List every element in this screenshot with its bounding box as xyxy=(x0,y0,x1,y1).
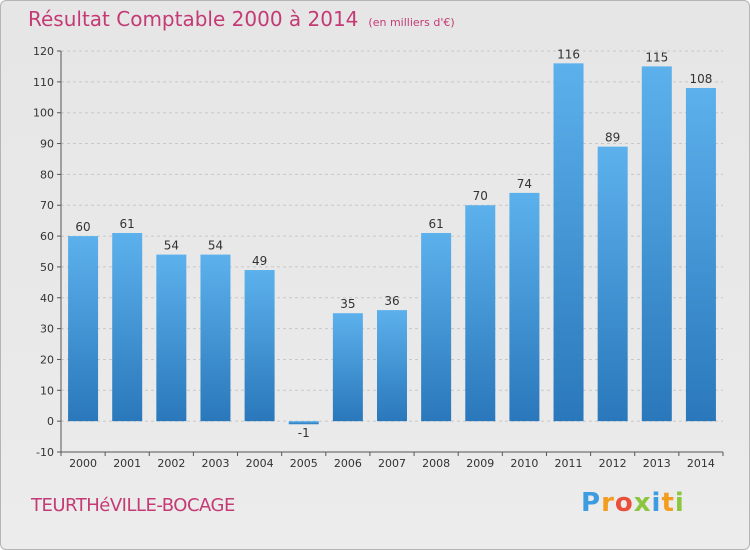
bar-2014 xyxy=(685,88,716,422)
bar-2010 xyxy=(509,192,540,422)
y-tick-label: -10 xyxy=(36,446,54,459)
x-tick-label-2005: 2005 xyxy=(290,457,318,470)
x-tick-label-2013: 2013 xyxy=(643,457,671,470)
bar-2001 xyxy=(112,232,143,422)
value-label-2004: 49 xyxy=(252,254,267,268)
logo-letter: P xyxy=(581,488,602,518)
value-label-2003: 54 xyxy=(208,239,223,253)
x-tick-label-2014: 2014 xyxy=(687,457,715,470)
bar-2007 xyxy=(377,310,407,422)
bar-value-labels: 60 61 54 54 49 -1 35 36 61 70 74 116 89 115 108 xyxy=(75,47,712,440)
x-tick-label-2008: 2008 xyxy=(422,457,450,470)
value-label-2011: 116 xyxy=(557,47,580,61)
y-tick-label: 120 xyxy=(33,45,54,58)
bar-2011 xyxy=(553,63,584,422)
value-label-2002: 54 xyxy=(164,239,179,253)
bar-2008 xyxy=(421,232,452,422)
y-tick-label: 30 xyxy=(40,323,54,336)
x-axis-ticks: 2000 2001 2002 2003 2004 2005 2006 2007 2008 2009… xyxy=(60,452,724,470)
x-tick-label-2004: 2004 xyxy=(246,457,274,470)
y-tick-label: 50 xyxy=(40,261,54,274)
chart-title-text: Résultat Comptable 2000 à 2014 xyxy=(28,7,359,31)
bar-2006 xyxy=(332,313,363,422)
y-tick-label: 10 xyxy=(40,384,54,397)
bar-2013 xyxy=(641,66,672,422)
value-label-2005: -1 xyxy=(298,426,310,440)
y-tick-label: 110 xyxy=(33,76,54,89)
x-tick-label-2007: 2007 xyxy=(378,457,406,470)
chart-subtitle: (en milliers d'€) xyxy=(368,16,455,29)
logo-letter: i xyxy=(651,488,662,518)
y-tick-label: 0 xyxy=(47,415,54,428)
bar-2000 xyxy=(68,236,99,422)
chart-title: Résultat Comptable 2000 à 2014 (en millie… xyxy=(28,7,455,31)
x-tick-label-2012: 2012 xyxy=(599,457,627,470)
proxiti-logo[interactable]: Proxiti xyxy=(581,488,685,518)
y-tick-label: 80 xyxy=(40,168,54,181)
logo-letter: o xyxy=(614,488,634,518)
value-label-2000: 60 xyxy=(75,220,90,234)
value-label-2014: 108 xyxy=(689,72,712,86)
value-label-2009: 70 xyxy=(473,189,488,203)
value-label-2013: 115 xyxy=(645,50,668,64)
y-axis-ticks: -10 0 10 20 30 40 50 60 70 80 90 100 110 120 xyxy=(33,45,723,459)
logo-letter: r xyxy=(601,488,615,518)
x-tick-label-2006: 2006 xyxy=(334,457,362,470)
y-tick-label: 70 xyxy=(40,199,54,212)
value-label-2012: 89 xyxy=(605,131,620,145)
x-tick-label-2009: 2009 xyxy=(466,457,494,470)
bar-2003 xyxy=(200,254,231,422)
bar-2012 xyxy=(597,146,628,422)
y-tick-label: 100 xyxy=(33,107,54,120)
bars xyxy=(68,63,716,425)
x-tick-label-2000: 2000 xyxy=(69,457,97,470)
x-tick-label-2001: 2001 xyxy=(113,457,141,470)
x-tick-label-2002: 2002 xyxy=(157,457,185,470)
y-tick-label: 40 xyxy=(40,292,54,305)
x-tick-label-2003: 2003 xyxy=(201,457,229,470)
y-tick-label: 20 xyxy=(40,353,54,366)
y-tick-label: 60 xyxy=(40,230,54,243)
x-tick-label-2011: 2011 xyxy=(555,457,583,470)
place-name: TEURTHéVILLE-BOCAGE xyxy=(31,495,235,516)
logo-letter: t xyxy=(661,488,675,518)
bar-2009 xyxy=(465,205,496,422)
value-label-2006: 35 xyxy=(340,297,355,311)
logo-letter: i xyxy=(674,488,685,518)
value-label-2007: 36 xyxy=(384,294,399,308)
x-tick-label-2010: 2010 xyxy=(510,457,538,470)
bar-2002 xyxy=(156,254,187,422)
bar-2004 xyxy=(244,270,275,422)
bar-chart: -10 0 10 20 30 40 50 60 70 80 90 100 110 120 60 61 54 54… xyxy=(33,45,724,470)
value-label-2001: 61 xyxy=(120,217,135,231)
value-label-2010: 74 xyxy=(517,177,532,191)
value-label-2008: 61 xyxy=(428,217,443,231)
logo-letter: x xyxy=(633,488,652,518)
y-tick-label: 90 xyxy=(40,138,54,151)
bar-2005 xyxy=(288,421,319,425)
